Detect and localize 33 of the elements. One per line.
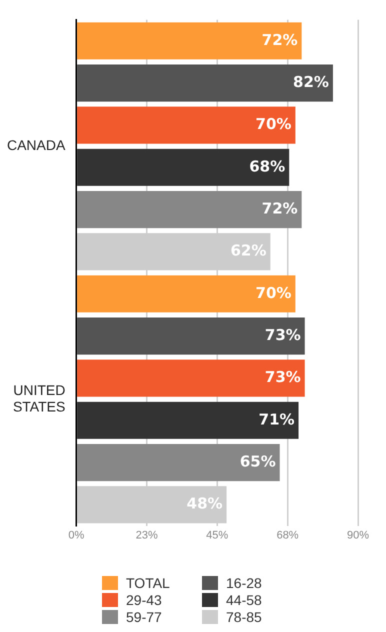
legend-label: 29-43 [126,592,162,608]
data-label: 73% [264,368,301,386]
bar [77,444,280,482]
x-tick-label: 45% [206,529,228,542]
data-label: 70% [256,115,292,134]
data-label: 72% [262,30,298,49]
legend-label: TOTAL [126,575,170,591]
bar [77,275,296,312]
y-tick-label: UNITED STATES [12,382,66,415]
data-label: 65% [240,452,276,470]
legend-label: 59-77 [126,609,162,625]
x-tick-label: 68% [276,529,299,542]
x-tick-label: 0% [68,529,85,542]
bar [77,106,296,144]
data-label: 70% [256,284,292,302]
legend-label: 44-58 [226,592,262,608]
y-tick-label: CANADA [6,137,66,154]
data-label: 82% [293,72,329,91]
data-label: 72% [262,199,298,218]
legend-label: 78-85 [226,609,262,625]
legend-label: 16-28 [226,575,262,591]
x-tick-label: 90% [346,529,370,542]
bar [77,22,302,60]
data-label: 71% [258,410,295,428]
x-tick-label: 23% [136,529,158,542]
bar [77,64,333,102]
data-label: 68% [249,157,286,176]
bar [77,190,302,228]
bar [77,402,299,439]
bar [77,148,290,186]
data-label: 73% [264,326,301,344]
bar [77,317,305,355]
bar [77,360,305,397]
